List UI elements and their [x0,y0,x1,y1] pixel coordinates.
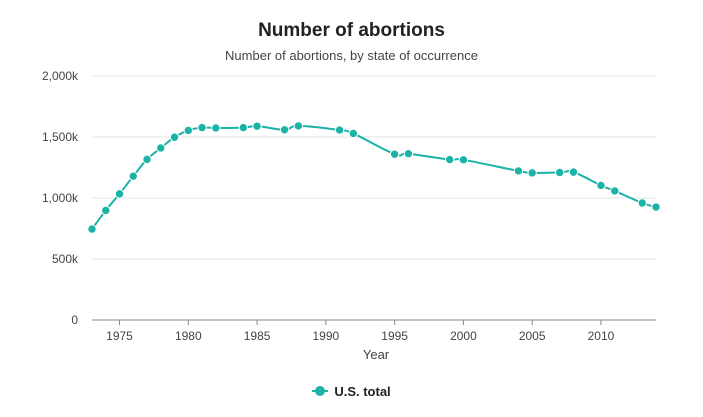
data-point[interactable] [114,189,125,199]
x-tick-label: 1975 [106,329,133,343]
data-point[interactable] [252,121,262,131]
legend: U.S. total [0,379,703,399]
data-point[interactable] [238,122,249,133]
data-point[interactable] [211,123,221,133]
x-tick-label: 2005 [519,329,546,343]
y-tick-label: 1,000k [42,191,79,205]
data-point[interactable] [197,122,207,133]
data-point[interactable] [527,168,537,178]
x-axis-labels: 1975 1980 1985 1990 1995 2000 2005 2010 [106,329,614,343]
legend-marker-icon [312,386,329,396]
data-point[interactable] [293,121,304,131]
data-point[interactable] [156,143,166,153]
data-point[interactable] [87,224,97,234]
y-tick-label: 500k [52,252,79,266]
data-point[interactable] [183,125,193,136]
x-tick-label: 1995 [381,329,408,343]
x-axis-title: Year [363,347,390,362]
y-tick-label: 1,500k [42,130,79,144]
data-point[interactable] [128,171,138,181]
x-tick-label: 2000 [450,329,477,343]
data-point[interactable] [555,167,565,178]
legend-label: U.S. total [334,383,391,399]
data-point[interactable] [568,167,579,177]
x-axis [92,319,656,325]
gridlines [92,75,656,260]
data-point[interactable] [513,166,524,176]
x-tick-label: 1980 [175,329,202,343]
data-point[interactable] [403,149,414,159]
data-point[interactable] [142,154,152,165]
series-us-total [87,121,661,234]
x-tick-label: 1985 [244,329,271,343]
data-point[interactable] [610,186,620,196]
x-tick-label: 1990 [313,329,340,343]
data-point[interactable] [458,155,469,165]
x-tick-label: 2010 [588,329,615,343]
data-point[interactable] [596,180,606,191]
data-point[interactable] [389,149,400,159]
y-tick-label: 2,000k [42,69,79,83]
data-point[interactable] [651,202,661,212]
chart-title: Number of abortions [258,20,445,41]
data-point[interactable] [279,125,290,135]
data-point[interactable] [348,128,359,139]
series-line [91,124,657,230]
chart-subtitle: Number of abortions, by state of occurre… [225,48,478,63]
legend-item-us-total[interactable]: U.S. total [312,383,391,399]
data-point[interactable] [444,154,455,165]
data-point[interactable] [334,125,345,135]
data-point[interactable] [637,198,647,208]
y-tick-label: 0 [71,313,78,327]
data-point[interactable] [169,132,180,142]
y-axis-labels: 0 500k 1,000k 1,500k 2,000k [42,69,79,327]
data-point[interactable] [101,205,111,216]
